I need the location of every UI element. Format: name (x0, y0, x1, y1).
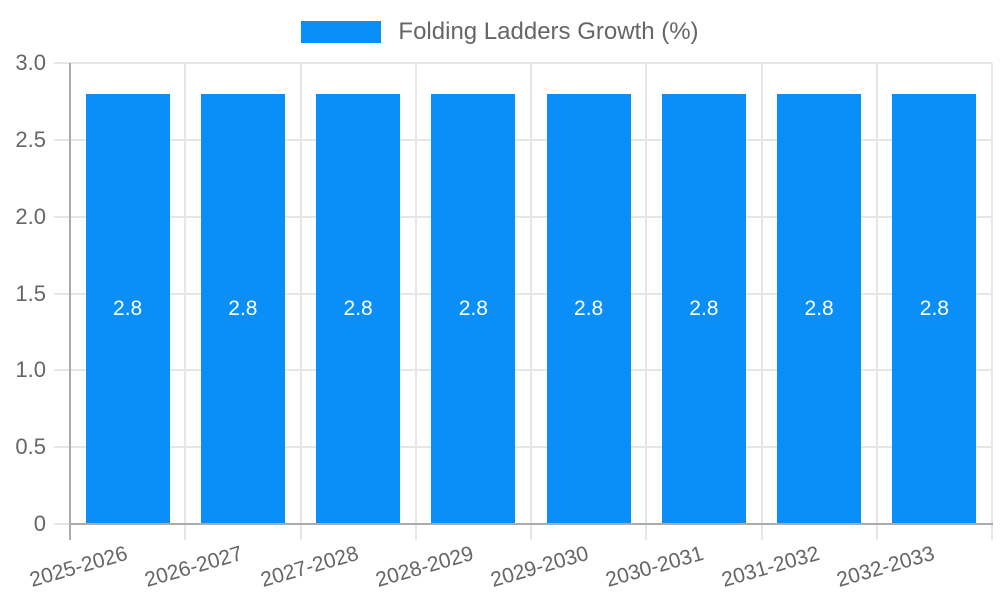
bar-value-label: 2.8 (343, 296, 373, 320)
x-gridline (184, 63, 187, 524)
x-gridline (414, 63, 417, 524)
x-axis-tick (760, 524, 763, 540)
x-gridline (299, 63, 302, 524)
x-axis-tick (875, 524, 878, 540)
legend-swatch[interactable] (301, 21, 382, 43)
y-axis-tick (54, 62, 70, 64)
x-axis-tick (991, 524, 993, 540)
y-axis-label: 3.0 (15, 50, 46, 75)
x-gridline (530, 63, 532, 524)
x-gridline (875, 63, 878, 524)
y-axis-tick (54, 215, 70, 218)
x-axis-label: 2025-2026 (27, 541, 131, 592)
legend[interactable]: Folding Ladders Growth (%) (0, 19, 1000, 45)
x-axis-tick (414, 524, 417, 540)
y-axis-tick (54, 523, 70, 525)
y-axis-label: 1.0 (15, 357, 46, 383)
x-axis-label: 2027-2028 (257, 541, 361, 592)
x-axis-label: 2028-2029 (373, 541, 476, 592)
plot-area: 3.0 2.5 2.0 1.5 1.0 0.5 0 2.8 2.8 2.8 2.8 2.8 2.8 2.8… (15, 50, 993, 592)
bar[interactable] (661, 93, 746, 524)
x-axis-label: 2030-2031 (603, 541, 707, 592)
x-gridline (760, 63, 763, 524)
x-axis-tick (645, 524, 648, 540)
bar-value-label: 2.8 (574, 296, 604, 320)
bar[interactable] (431, 93, 516, 524)
x-axis-tick (184, 524, 187, 540)
bar-value-label: 2.8 (689, 296, 719, 320)
y-axis-label: 0.5 (15, 434, 46, 460)
y-axis-label: 0 (33, 511, 46, 536)
y-axis-tick (54, 446, 70, 449)
x-gridline (645, 63, 648, 524)
legend-label: Folding Ladders Growth (%) (398, 18, 699, 45)
bar-value-label: 2.8 (919, 296, 949, 320)
bar-value-label: 2.8 (804, 296, 834, 320)
x-axis-tick (530, 524, 532, 540)
y-axis-label: 2.0 (15, 203, 46, 229)
y-axis-tick (54, 138, 70, 141)
x-axis-line (69, 523, 993, 525)
x-axis-tick (69, 524, 71, 540)
bar[interactable] (85, 93, 170, 524)
bar-value-label: 2.8 (113, 296, 143, 320)
bar[interactable] (200, 93, 285, 524)
x-axis-tick (299, 524, 302, 540)
bar[interactable] (777, 93, 862, 524)
bar-value-label: 2.8 (458, 296, 488, 320)
y-axis-label: 1.5 (15, 280, 46, 306)
y-axis-tick (54, 369, 70, 372)
x-axis-label: 2031-2032 (718, 541, 822, 592)
bar[interactable] (546, 93, 631, 524)
bar[interactable] (316, 93, 401, 524)
x-axis-label: 2026-2027 (142, 541, 246, 592)
x-axis-label: 2029-2030 (488, 541, 592, 592)
bar-value-label: 2.8 (228, 296, 258, 320)
bar[interactable] (892, 93, 977, 524)
x-axis-label: 2032-2033 (834, 541, 937, 592)
y-axis-tick (54, 292, 70, 295)
y-axis-line (69, 63, 71, 524)
x-gridline (991, 63, 993, 524)
y-axis-label: 2.5 (15, 126, 46, 152)
